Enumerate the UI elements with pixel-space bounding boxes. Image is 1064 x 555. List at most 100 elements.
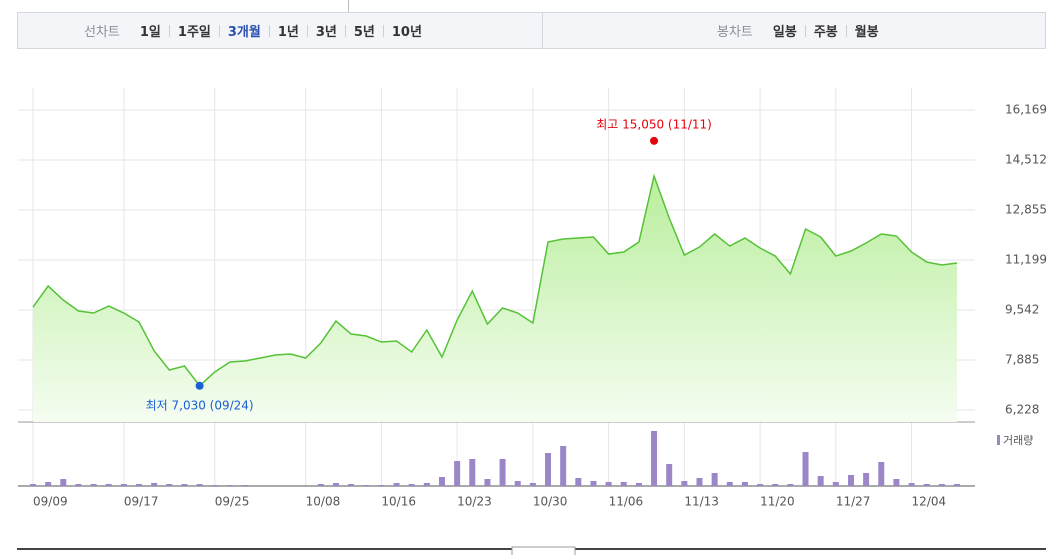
volume-bar (620, 482, 627, 486)
volume-bar (30, 484, 36, 486)
volume-bar (120, 484, 127, 486)
volume-bar (393, 483, 400, 486)
x-tick-label: 11/20 (760, 495, 795, 509)
x-tick-label: 11/06 (609, 495, 644, 509)
volume-bar (802, 452, 809, 486)
volume-bar (878, 462, 885, 486)
x-tick-label: 09/09 (33, 495, 68, 509)
x-tick-label: 11/13 (684, 495, 719, 509)
footer-handle (511, 546, 576, 555)
tab-separator (306, 24, 308, 37)
volume-bar (90, 484, 97, 486)
period-tab[interactable]: 일봉 (772, 25, 797, 40)
divider (348, 0, 349, 12)
high-marker (650, 136, 659, 145)
volume-bar (469, 459, 476, 486)
period-tab[interactable]: 1년 (277, 25, 299, 40)
y-tick-label: 9,542 (1005, 303, 1039, 317)
volume-bar (317, 484, 324, 486)
volume-bar (45, 482, 52, 486)
volume-bar (938, 484, 945, 486)
volume-bar (136, 484, 143, 486)
volume-bar (908, 483, 915, 486)
x-tick-label: 09/17 (124, 495, 159, 509)
volume-bar (226, 485, 233, 486)
tab-separator (804, 24, 806, 37)
period-tab[interactable]: 10년 (391, 25, 422, 40)
period-tab[interactable]: 1일 (139, 25, 161, 40)
volume-bar (772, 484, 779, 486)
x-tick-label: 09/25 (215, 495, 250, 509)
volume-bar (832, 482, 839, 486)
period-tab[interactable]: 주봉 (813, 25, 838, 40)
y-tick-label: 6,228 (1005, 402, 1039, 416)
high-label: 최고 15,050 (11/11) (596, 117, 712, 131)
volume-bar (696, 478, 703, 486)
x-tick-label: 10/23 (457, 495, 492, 509)
volume-bar (166, 484, 173, 486)
candle-chart-tabs: 봉차트 일봉 주봉 월봉 (543, 13, 879, 48)
x-tick-label: 12/04 (912, 495, 947, 509)
y-tick-label: 7,885 (1005, 352, 1039, 366)
volume-bar (332, 483, 339, 486)
volume-bar (363, 485, 370, 486)
period-tab[interactable]: 3년 (315, 25, 337, 40)
volume-bar (605, 482, 612, 486)
period-tab[interactable]: 1주일 (177, 25, 211, 40)
period-tab[interactable]: 3개월 (227, 25, 261, 40)
volume-bar (514, 481, 521, 486)
tab-separator (344, 24, 346, 37)
volume-bar (529, 483, 536, 486)
volume-bar (560, 446, 567, 486)
y-tick-label: 12,855 (1005, 203, 1047, 217)
volume-bar (651, 431, 658, 486)
chart-tab-bar: 선차트 1일 1주일 3개월 1년 3년 5년 10년 봉차트 일봉 주봉 월봉 (17, 12, 1046, 49)
line-chart-tabs: 선차트 1일 1주일 3개월 1년 3년 5년 10년 (18, 13, 543, 48)
volume-bar (242, 485, 249, 486)
volume-bar (151, 483, 158, 486)
volume-bar (378, 485, 385, 486)
volume-bar (726, 482, 733, 486)
x-tick-label: 11/27 (836, 495, 871, 509)
volume-bar (954, 484, 960, 486)
volume-bar (408, 484, 415, 486)
volume-bar (75, 484, 82, 486)
volume-bar (60, 479, 67, 486)
volume-bar (863, 473, 870, 486)
x-tick-label: 10/30 (533, 495, 568, 509)
y-tick-label: 11,199 (1005, 253, 1047, 267)
line-chart-label: 선차트 (84, 25, 120, 40)
legend-label: 거래량 (1003, 434, 1033, 447)
low-label: 최저 7,030 (09/24) (146, 398, 254, 412)
tab-separator (382, 24, 384, 37)
volume-bar (741, 482, 748, 486)
tab-separator (845, 24, 847, 37)
volume-bar (575, 478, 582, 486)
x-tick-label: 10/16 (381, 495, 416, 509)
candle-chart-label: 봉차트 (717, 25, 753, 40)
volume-bar (181, 484, 188, 486)
price-area (33, 176, 957, 422)
legend-swatch (997, 435, 1000, 445)
volume-bar (211, 485, 218, 486)
volume-bar (666, 464, 673, 486)
volume-bar (893, 479, 900, 486)
tab-separator (218, 24, 220, 37)
volume-bar (923, 484, 930, 486)
volume-bar (454, 461, 461, 486)
tab-separator (168, 24, 170, 37)
period-tab[interactable]: 월봉 (854, 25, 879, 40)
price-line (32, 173, 958, 387)
volume-bar (817, 476, 824, 486)
volume-bar (681, 481, 688, 486)
x-tick-label: 10/08 (306, 495, 341, 509)
volume-bar (423, 483, 430, 486)
volume-bar (348, 484, 355, 486)
y-tick-label: 16,169 (1005, 103, 1047, 117)
volume-bar (590, 481, 597, 486)
volume-bar (438, 477, 445, 486)
period-tab[interactable]: 5년 (353, 25, 375, 40)
volume-bar (787, 484, 794, 486)
y-tick-label: 14,512 (1005, 153, 1047, 167)
